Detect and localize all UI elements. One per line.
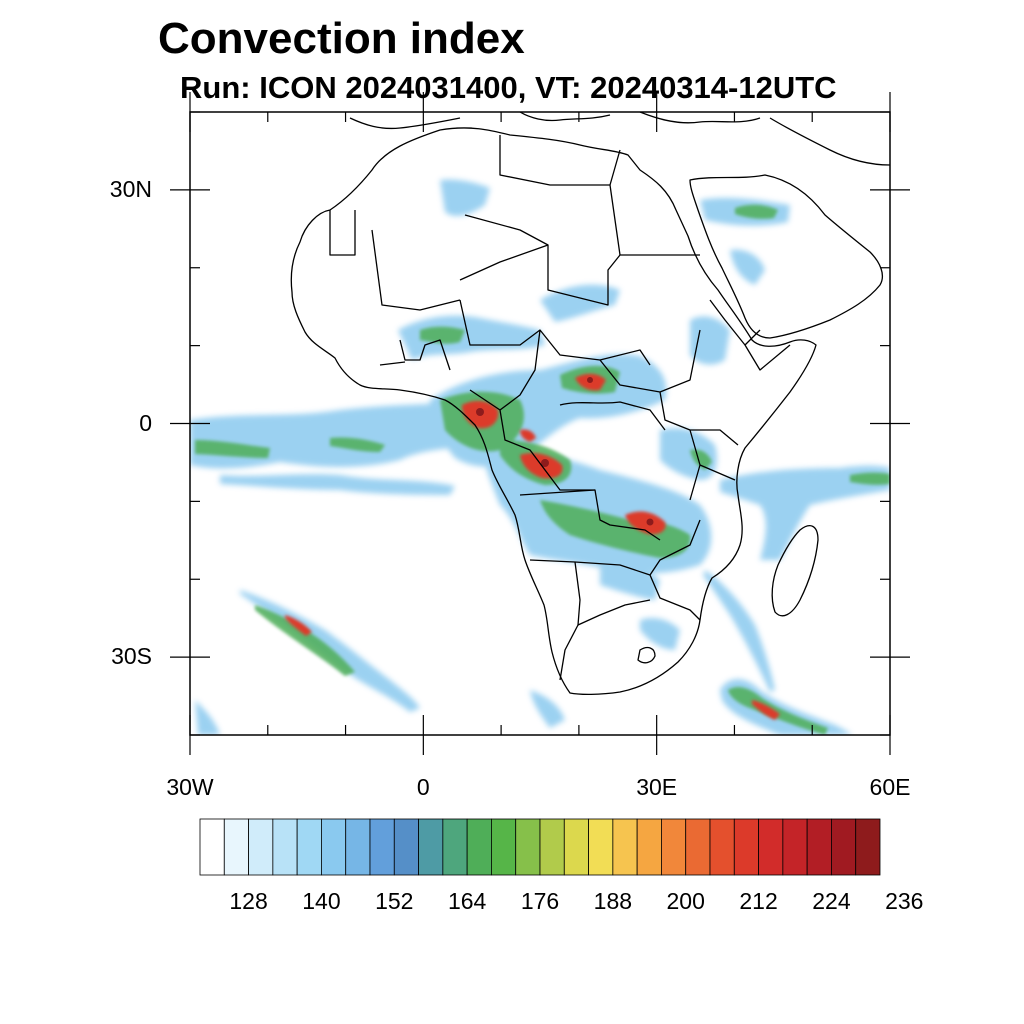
colorbar-swatch xyxy=(248,818,274,876)
run-value: ICON 2024031400, xyxy=(259,70,527,105)
colorbar-swatch xyxy=(199,818,225,876)
colorbar-tick-label: 176 xyxy=(520,888,560,914)
lat-label: 30S xyxy=(111,643,152,670)
valid-time-label: VT: xyxy=(534,70,582,105)
colorbar-swatch xyxy=(636,818,662,876)
lon-label: 30E xyxy=(636,774,678,800)
colorbar-swatch xyxy=(806,818,832,876)
field-extreme xyxy=(476,377,654,526)
axis-ticks xyxy=(170,92,910,755)
colorbar-swatch xyxy=(588,818,614,876)
colorbar-swatch xyxy=(685,818,711,876)
lat-label: 0 xyxy=(139,409,152,436)
convection-field xyxy=(190,179,890,735)
colorbar-tick-label: 224 xyxy=(812,888,851,914)
colorbar-swatch xyxy=(612,818,638,876)
colorbar xyxy=(199,818,881,876)
madagascar-coastline xyxy=(771,525,819,617)
colorbar-tick-label: 164 xyxy=(447,888,487,914)
colorbar-swatch xyxy=(393,818,419,876)
colorbar-swatch xyxy=(782,818,808,876)
colorbar-swatch xyxy=(661,818,687,876)
country-borders xyxy=(290,112,890,696)
colorbar-swatch xyxy=(855,818,881,876)
colorbar-tick-label: 140 xyxy=(302,888,341,914)
colorbar-swatch xyxy=(831,818,857,876)
colorbar-swatch xyxy=(321,818,347,876)
lon-label: 30W xyxy=(166,774,214,800)
colorbar-swatch xyxy=(563,818,589,876)
africa-coastline xyxy=(290,127,817,696)
colorbar-tick-label: 128 xyxy=(229,888,268,914)
colorbar-swatch xyxy=(709,818,735,876)
chart-title: Convection index xyxy=(158,14,525,63)
lat-label: 30N xyxy=(109,175,152,202)
colorbar-swatch xyxy=(296,818,322,876)
colorbar-swatch xyxy=(539,818,565,876)
colorbar-tick-label: 236 xyxy=(885,888,924,914)
lon-label: 0 xyxy=(416,774,430,800)
colorbar-swatch xyxy=(345,818,371,876)
colorbar-swatch xyxy=(733,818,759,876)
colorbar-swatch xyxy=(442,818,468,876)
lon-label: 60E xyxy=(869,774,911,800)
colorbar-swatch xyxy=(758,818,784,876)
colorbar-swatch xyxy=(418,818,444,876)
colorbar-tick-label: 212 xyxy=(739,888,778,914)
colorbar-swatch xyxy=(491,818,517,876)
colorbar-tick-label: 152 xyxy=(375,888,414,914)
colorbar-tick-label: 188 xyxy=(593,888,633,914)
run-label: Run: xyxy=(180,70,251,105)
colorbar-swatch xyxy=(369,818,395,876)
colorbar-swatch xyxy=(515,818,541,876)
colorbar-swatch xyxy=(272,818,298,876)
colorbar-swatch xyxy=(466,818,492,876)
colorbar-swatch xyxy=(223,818,249,876)
valid-time-value: 20240314-12UTC xyxy=(590,70,837,105)
run-info: Run: ICON 2024031400, VT: 20240314-12UTC xyxy=(180,70,837,106)
colorbar-tick-label: 200 xyxy=(666,888,705,914)
arabia-coastline xyxy=(689,174,884,339)
